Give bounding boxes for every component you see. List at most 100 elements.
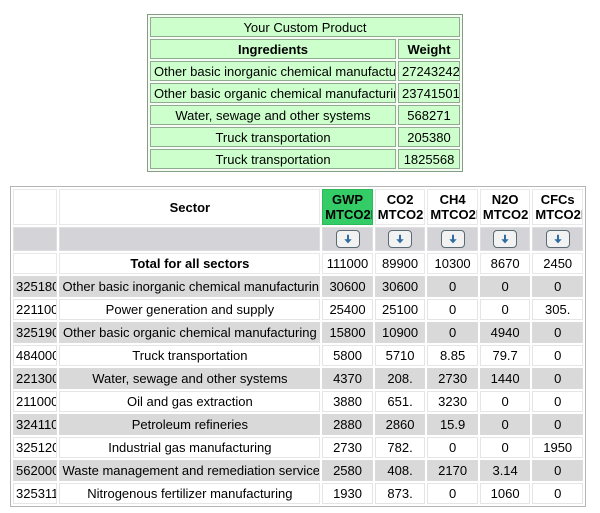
- ingredient-name: Truck transportation: [150, 149, 396, 169]
- sector-name: Nitrogenous fertilizer manufacturing: [59, 483, 321, 504]
- sector-name: Power generation and supply: [59, 299, 321, 320]
- value-cell: 2170: [427, 460, 478, 481]
- sector-results-table: Sector GWP MTCO2E CO2 MTCO2E CH4 MTCO2E …: [10, 186, 586, 507]
- sort-co2-button[interactable]: [388, 230, 413, 248]
- sector-row: 325190 Other basic organic chemical manu…: [13, 322, 583, 343]
- value-cell: 3880: [322, 391, 373, 412]
- value-cell: 3.14: [479, 460, 531, 481]
- down-arrow-icon: [343, 234, 352, 244]
- sector-row: 324110 Petroleum refineries 2880 2860 15…: [13, 414, 583, 435]
- value-cell: 408.: [374, 460, 426, 481]
- value-cell: 5800: [322, 345, 373, 366]
- value-cell: 3230: [427, 391, 478, 412]
- sector-row: 325311 Nitrogenous fertilizer manufactur…: [13, 483, 583, 504]
- sector-code: 562000: [13, 460, 58, 481]
- value-cell: 30600: [374, 276, 426, 297]
- ingredient-row: Other basic inorganic chemical manufactu…: [150, 61, 460, 81]
- sort-ch4-button[interactable]: [440, 230, 465, 248]
- sort-gwp-button[interactable]: [335, 230, 360, 248]
- sector-code: 325120: [13, 437, 58, 458]
- value-cell: 1440: [479, 368, 531, 389]
- sort-buttons-row: [13, 227, 583, 251]
- value-cell: 10900: [374, 322, 426, 343]
- value-cell: 8670: [479, 253, 531, 274]
- gas-unit: MTCO2E: [430, 207, 477, 222]
- sector-code: 324110: [13, 414, 58, 435]
- sector-code: 211000: [13, 391, 58, 412]
- total-row: Total for all sectors 111000 89900 10300…: [13, 253, 583, 274]
- value-cell: 782.: [374, 437, 426, 458]
- value-cell: 25100: [374, 299, 426, 320]
- value-cell: 5710: [374, 345, 426, 366]
- value-cell: 0: [532, 322, 583, 343]
- value-cell: 1930: [322, 483, 373, 504]
- total-label: Total for all sectors: [59, 253, 321, 274]
- sector-row: 221300 Water, sewage and other systems 4…: [13, 368, 583, 389]
- down-arrow-icon: [501, 234, 509, 244]
- sector-code: 325180: [13, 276, 58, 297]
- sector-name: Petroleum refineries: [59, 414, 321, 435]
- value-cell: 4940: [479, 322, 531, 343]
- column-header-co2: CO2 MTCO2E: [374, 189, 426, 225]
- value-cell: 0: [479, 414, 531, 435]
- gas-unit: MTCO2E: [325, 207, 372, 222]
- gas-unit: MTCO2E: [377, 207, 425, 222]
- ingredient-name: Other basic organic chemical manufacturi…: [150, 83, 396, 103]
- value-cell: 2450: [532, 253, 583, 274]
- ingredient-weight: 23741501: [398, 83, 460, 103]
- value-cell: 1060: [479, 483, 531, 504]
- sector-code: 325311: [13, 483, 58, 504]
- gas-label: GWP: [332, 192, 364, 207]
- value-cell: 2860: [374, 414, 426, 435]
- value-cell: 0: [532, 414, 583, 435]
- custom-product-table: Your Custom Product Ingredients Weight O…: [147, 14, 463, 172]
- ingredient-weight: 27243242: [398, 61, 460, 81]
- column-header-cfcs: CFCs MTCO2E: [532, 189, 583, 225]
- product-header-row: Ingredients Weight: [150, 39, 460, 59]
- value-cell: 0: [427, 276, 478, 297]
- value-cell: 0: [427, 299, 478, 320]
- value-cell: 0: [532, 276, 583, 297]
- value-cell: 651.: [374, 391, 426, 412]
- value-cell: 8.85: [427, 345, 478, 366]
- ingredient-row: Truck transportation 1825568: [150, 149, 460, 169]
- gas-label: CH4: [439, 192, 466, 207]
- column-header-n2o: N2O MTCO2E: [479, 189, 531, 225]
- value-cell: 111000: [322, 253, 373, 274]
- ingredient-name: Other basic inorganic chemical manufactu…: [150, 61, 396, 81]
- sort-n2o-button[interactable]: [493, 230, 518, 248]
- sector-name: Water, sewage and other systems: [59, 368, 321, 389]
- down-arrow-icon: [553, 234, 562, 244]
- sector-code: 221300: [13, 368, 58, 389]
- value-cell: 0: [479, 437, 531, 458]
- ingredient-weight: 568271: [398, 105, 460, 125]
- value-cell: 25400: [322, 299, 373, 320]
- code-column-header: [13, 189, 58, 225]
- value-cell: 79.7: [479, 345, 531, 366]
- sector-code: 325190: [13, 322, 58, 343]
- value-cell: 0: [479, 299, 531, 320]
- ingredient-name: Truck transportation: [150, 127, 396, 147]
- gas-label: N2O: [491, 192, 519, 207]
- product-title: Your Custom Product: [150, 17, 460, 37]
- value-cell: 2730: [322, 437, 373, 458]
- value-cell: 0: [532, 368, 583, 389]
- sector-name: Truck transportation: [59, 345, 321, 366]
- sector-row: 325180 Other basic inorganic chemical ma…: [13, 276, 583, 297]
- ingredient-row: Water, sewage and other systems 568271: [150, 105, 460, 125]
- value-cell: 15800: [322, 322, 373, 343]
- value-cell: 2880: [322, 414, 373, 435]
- value-cell: 305.: [532, 299, 583, 320]
- sector-row: 562000 Waste management and remediation …: [13, 460, 583, 481]
- value-cell: 208.: [374, 368, 426, 389]
- value-cell: 0: [532, 483, 583, 504]
- sector-name: Other basic inorganic chemical manufactu…: [59, 276, 321, 297]
- sector-row: 221100 Power generation and supply 25400…: [13, 299, 583, 320]
- gas-unit: MTCO2E: [482, 207, 530, 222]
- sector-row: 484000 Truck transportation 5800 5710 8.…: [13, 345, 583, 366]
- value-cell: 873.: [374, 483, 426, 504]
- column-header-ch4: CH4 MTCO2E: [427, 189, 478, 225]
- sort-cfcs-button[interactable]: [545, 230, 570, 248]
- down-arrow-icon: [448, 234, 457, 244]
- sector-row: 211000 Oil and gas extraction 3880 651. …: [13, 391, 583, 412]
